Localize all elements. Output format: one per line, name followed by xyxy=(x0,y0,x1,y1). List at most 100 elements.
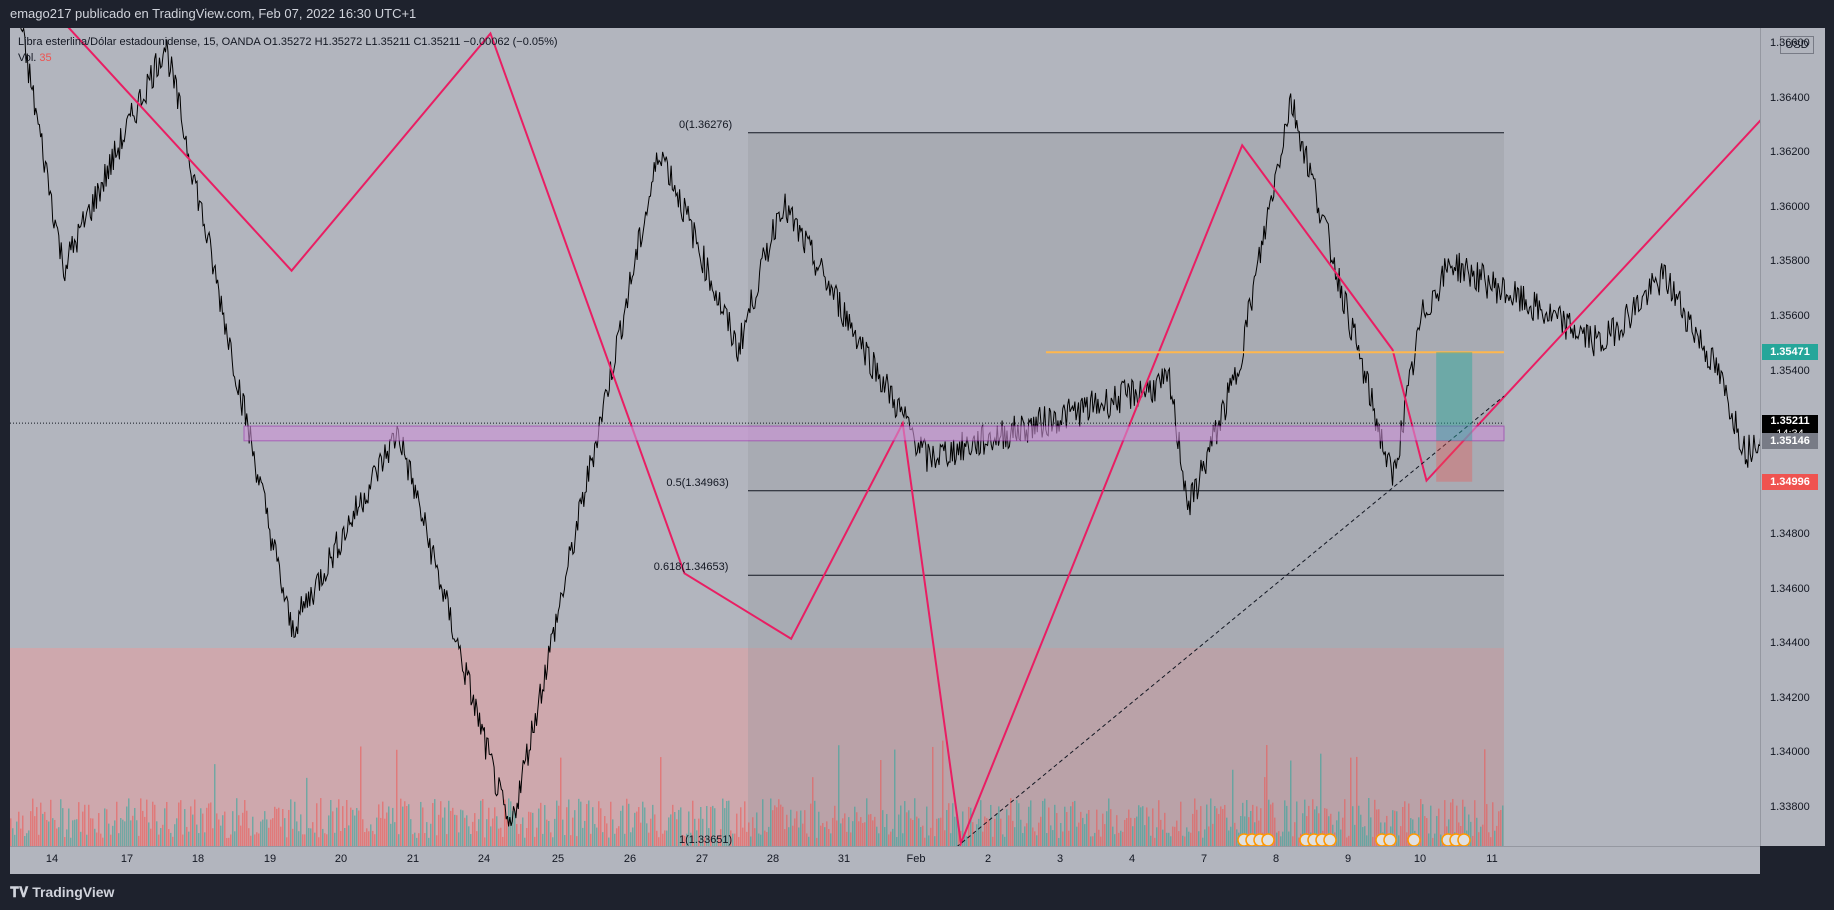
volume-bar xyxy=(1448,819,1450,846)
volume-bar xyxy=(1330,813,1332,846)
volume-bar xyxy=(944,830,946,846)
volume-bar xyxy=(808,836,810,846)
volume-bar xyxy=(922,825,924,846)
volume-bar xyxy=(286,837,288,846)
volume-bar xyxy=(1180,801,1182,846)
volume-bar xyxy=(230,834,232,846)
volume-bar xyxy=(1096,809,1098,846)
drawing-tools-layer[interactable] xyxy=(10,351,1505,846)
volume-bar xyxy=(1274,817,1276,846)
time-axis[interactable] xyxy=(10,846,1760,875)
volume-bar xyxy=(1486,804,1488,846)
volume-bar xyxy=(742,827,744,846)
volume-bar xyxy=(106,809,108,846)
volume-bar xyxy=(1364,826,1366,846)
volume-bar xyxy=(1216,808,1218,846)
volume-bar xyxy=(1246,800,1248,846)
volume-bar xyxy=(1144,825,1146,846)
volume-bar xyxy=(1022,833,1024,846)
fibonacci-retracement[interactable] xyxy=(748,132,1504,846)
volume-bar xyxy=(1010,798,1012,846)
volume-label[interactable]: Vol. xyxy=(18,52,37,64)
volume-bar xyxy=(304,834,306,846)
volume-bar xyxy=(570,835,572,846)
volume-bar xyxy=(770,798,772,846)
volume-bar xyxy=(1344,799,1346,846)
volume-bars xyxy=(10,740,1504,846)
volume-bar xyxy=(574,810,576,846)
volume-bar xyxy=(534,836,536,846)
volume-bar xyxy=(1224,804,1226,846)
volume-bar xyxy=(794,818,796,846)
volume-bar xyxy=(554,818,556,846)
volume-bar xyxy=(1012,820,1014,846)
volume-bar xyxy=(126,806,128,846)
volume-bar xyxy=(1386,815,1388,846)
volume-bar xyxy=(972,822,974,846)
volume-bar xyxy=(1088,810,1090,846)
volume-bar xyxy=(1374,799,1376,846)
volume-bar xyxy=(376,817,378,846)
volume-bar xyxy=(526,828,528,846)
volume-bar xyxy=(988,819,990,846)
volume-bar xyxy=(1082,817,1084,846)
volume-bar xyxy=(1350,757,1352,846)
volume-bar xyxy=(852,821,854,846)
volume-bar xyxy=(1048,807,1050,846)
volume-bar xyxy=(1104,824,1106,846)
volume-bar xyxy=(532,812,534,846)
volume-bar xyxy=(1156,827,1158,846)
volume-bar xyxy=(924,837,926,846)
volume-bar xyxy=(826,821,828,846)
volume-bar xyxy=(1134,818,1136,846)
volume-bar xyxy=(954,816,956,846)
volume-bar xyxy=(1168,832,1170,846)
volume-bar xyxy=(1038,822,1040,846)
volume-bar xyxy=(702,818,704,846)
volume-bar xyxy=(1080,811,1082,846)
volume-bar xyxy=(748,822,750,846)
volume-bar xyxy=(1102,813,1104,846)
economic-events[interactable] xyxy=(1237,833,1471,846)
volume-bar xyxy=(596,827,598,846)
volume-bar xyxy=(832,817,834,846)
volume-bar xyxy=(652,804,654,846)
logo-mark-icon: 𝐓𝐕 xyxy=(10,884,33,900)
volume-bar xyxy=(800,810,802,846)
volume-bar xyxy=(590,833,592,846)
volume-bar xyxy=(346,800,348,846)
tradingview-logo[interactable]: 𝐓𝐕 TradingView xyxy=(10,884,114,900)
volume-bar xyxy=(158,834,160,846)
time-tick: 17 xyxy=(120,853,134,865)
volume-bar xyxy=(1006,809,1008,846)
volume-bar xyxy=(758,833,760,846)
symbol-line[interactable]: Libra esterlina/Dólar estadounidense, 15… xyxy=(18,36,558,48)
volume-bar xyxy=(862,822,864,846)
volume-bar xyxy=(1280,836,1282,846)
volume-bar xyxy=(1074,800,1076,846)
volume-bar xyxy=(514,810,516,846)
volume-bar xyxy=(1248,817,1250,846)
volume-bar xyxy=(242,812,244,846)
volume-bar xyxy=(168,829,170,846)
volume-bar xyxy=(704,837,706,846)
currency-label[interactable]: USD xyxy=(1780,36,1814,54)
chart-area[interactable] xyxy=(10,28,1760,846)
price-chart[interactable] xyxy=(10,28,1760,846)
volume-bar xyxy=(544,805,546,846)
volume-bar xyxy=(1468,814,1470,846)
volume-bar xyxy=(566,807,568,846)
volume-bar xyxy=(1226,817,1228,846)
volume-bar xyxy=(124,821,126,846)
volume-bar xyxy=(36,807,38,846)
volume-bar xyxy=(186,826,188,846)
volume-bar xyxy=(386,812,388,846)
volume-bar xyxy=(732,833,734,846)
price-tick: 1.35800 xyxy=(1770,255,1810,268)
price-tick: 1.34400 xyxy=(1770,637,1810,650)
volume-bar xyxy=(1162,829,1164,846)
volume-bar xyxy=(1284,800,1286,846)
zigzag-layer[interactable] xyxy=(54,28,1760,846)
time-tick: Feb xyxy=(906,853,926,865)
volume-bar xyxy=(564,835,566,846)
